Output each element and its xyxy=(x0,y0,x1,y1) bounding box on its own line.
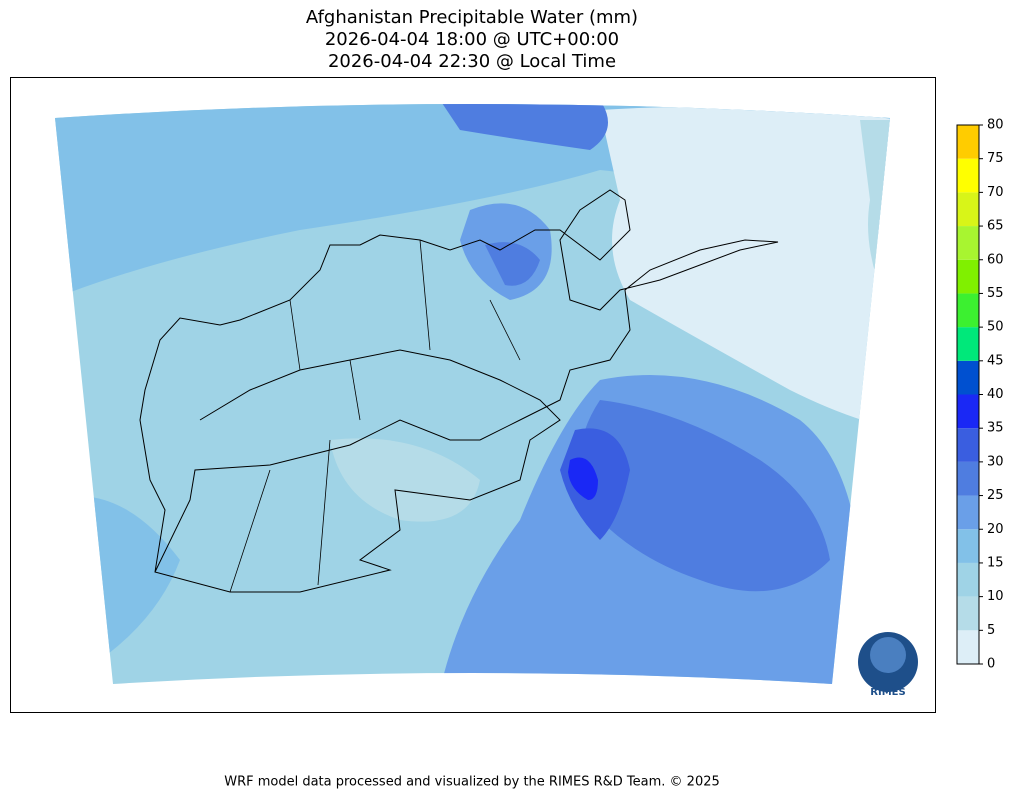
title-line: Afghanistan Precipitable Water (mm) xyxy=(306,7,638,28)
colorbar-segment xyxy=(957,259,979,294)
colorbar-segment xyxy=(957,293,979,328)
colorbar-tick-label: 75 xyxy=(987,151,1004,166)
colorbar-tick-label: 30 xyxy=(987,454,1004,469)
colorbar-tick-label: 50 xyxy=(987,320,1004,335)
colorbar-segment xyxy=(957,428,979,462)
colorbar-tick-label: 10 xyxy=(987,589,1004,604)
colorbar-segment xyxy=(957,192,979,227)
colorbar-segment xyxy=(957,158,979,193)
colorbar-segment xyxy=(957,327,979,361)
province-borders xyxy=(229,239,521,593)
colorbar-segment xyxy=(957,394,979,429)
precipitable-water-field xyxy=(55,104,890,684)
colorbar-tick-label: 55 xyxy=(987,286,1004,301)
colorbar-segment xyxy=(957,630,979,664)
colorbar-tick-label: 35 xyxy=(987,421,1004,436)
colorbar-tick-label: 20 xyxy=(987,522,1004,537)
colorbar-segment xyxy=(957,596,979,631)
title-line: 2026-04-04 22:30 @ Local Time xyxy=(328,51,616,72)
logo-text: RIMES xyxy=(870,687,905,698)
colorbar-tick-label: 70 xyxy=(987,185,1004,200)
colorbar-tick-label: 40 xyxy=(987,387,1004,402)
colorbar-segment xyxy=(957,125,979,159)
colorbar-segment xyxy=(957,529,979,563)
footer: WRF model data processed and visualized … xyxy=(224,775,720,790)
colorbar-segment xyxy=(957,360,979,395)
colorbar-tick-label: 0 xyxy=(987,657,995,672)
colorbar-segment xyxy=(957,226,979,260)
colorbar-tick-label: 25 xyxy=(987,488,1004,503)
colorbar-tick-label: 60 xyxy=(987,252,1004,267)
colorbar-tick-label: 5 xyxy=(987,623,995,638)
colorbar: 0 5 10 15 20 25 30 35 40 45 50 55 60 65 70 75 80 xyxy=(956,118,1004,672)
colorbar-tick-label: 45 xyxy=(987,353,1004,368)
colorbar-tick-label: 65 xyxy=(987,219,1004,234)
colorbar-segment xyxy=(957,495,979,530)
colorbar-segment xyxy=(957,461,979,496)
logo-globe xyxy=(870,637,906,673)
title-line: 2026-04-04 18:00 @ UTC+00:00 xyxy=(325,29,619,50)
country-borders xyxy=(139,189,779,593)
map-frame xyxy=(10,77,936,713)
colorbar-tick-label: 15 xyxy=(987,555,1004,570)
colorbar-tick-label: 80 xyxy=(987,118,1004,133)
colorbar-segment xyxy=(957,562,979,597)
